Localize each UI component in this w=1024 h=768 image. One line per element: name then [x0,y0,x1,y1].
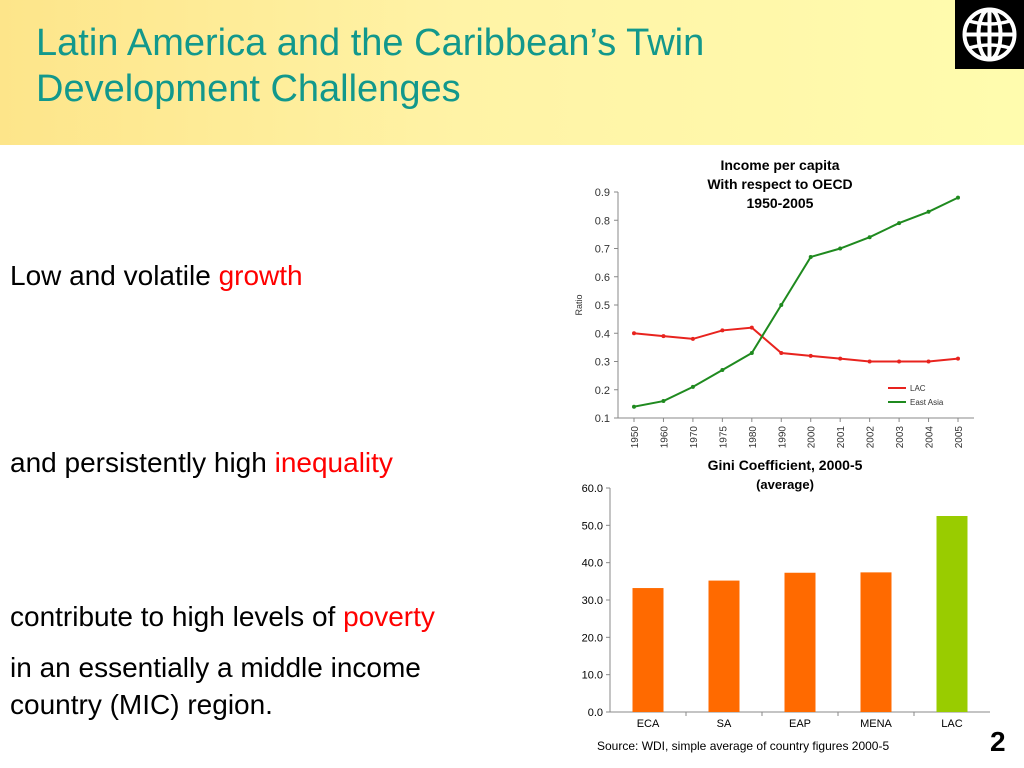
growth-highlight: growth [218,260,303,291]
bar-mena [860,572,892,712]
x-tick-label: EAP [789,718,811,730]
data-point-lac [867,359,872,364]
x-tick-label: 1980 [748,426,759,449]
body-line-mic-2: country (MIC) region. [10,689,273,720]
bar-eca [632,588,664,712]
data-point-lac [808,353,813,358]
body-line-mic-1: in an essentially a middle income [10,652,421,683]
y-tick-label: 20.0 [582,632,603,644]
y-tick-label: 0.0 [588,707,603,719]
inequality-highlight: inequality [274,447,393,478]
y-tick-label: 40.0 [582,558,603,570]
x-tick-label: 2002 [866,426,877,449]
body-line-poverty: contribute to high levels of poverty [10,600,435,634]
body-line-inequality-text: and persistently high [10,447,275,478]
x-tick-label: 2005 [954,426,965,449]
y-tick-label: 0.6 [595,272,610,284]
x-tick-label: 2004 [925,426,936,449]
income-chart-title: Income per capita With respect to OECD 1… [660,156,900,213]
x-tick-label: 1970 [689,426,700,449]
gini-bar-chart: 0.0 10.0 20.0 30.0 40.0 50.0 60.0 ECA SA EAP MENA L… [582,483,990,730]
body-line-growth: Low and volatile growth [10,259,303,293]
data-point-lac [632,331,636,336]
data-point-lac [720,328,725,333]
y-tick-label: 0.8 [595,215,610,227]
data-point-lac [749,325,754,330]
data-point-east-asia [838,246,843,251]
data-point-east-asia [956,195,960,200]
legend-label: LAC [910,384,926,393]
series-line-east-asia [633,196,959,408]
y-tick-label: 50.0 [582,520,603,532]
income-line-chart: 0.1 0.2 0.3 0.4 0.5 0.6 0.7 0.8 0.9 Ratio 1950 1960… [574,187,974,449]
page-number: 2 [990,726,1006,757]
legend-label: East Asia [910,398,944,407]
income-chart-title-line-1: Income per capita [720,157,840,173]
gini-source-note: Source: WDI, simple average of country f… [597,739,890,753]
x-tick-label: 2001 [836,426,847,449]
body-line-poverty-text: contribute to high levels of [10,601,344,632]
x-tick-label: MENA [860,718,892,730]
gini-chart-title: Gini Coefficient, 2000-5 (average) [655,456,915,494]
bar-sa [708,580,740,712]
body-line-inequality: and persistently high inequality [10,446,393,480]
data-point-east-asia [749,351,754,356]
y-tick-label: 0.1 [595,413,610,425]
data-point-east-asia [720,367,725,372]
bar-lac [936,516,968,712]
data-point-lac [956,356,960,361]
y-tick-label: 10.0 [582,670,603,682]
y-tick-label: 0.4 [595,328,610,340]
x-tick-label: 2000 [807,426,818,449]
x-tick-label: SA [717,718,732,730]
y-tick-label: 30.0 [582,595,603,607]
data-point-east-asia [867,235,872,240]
world-bank-globe-icon [955,0,1024,69]
y-tick-label: 60.0 [582,483,603,495]
x-tick-label: 1990 [777,426,788,449]
bar-eap [784,572,816,712]
data-point-east-asia [897,221,902,226]
data-point-east-asia [808,254,813,259]
data-point-lac [926,359,931,364]
y-tick-label: 0.3 [595,357,610,369]
series-line-lac [633,326,959,363]
data-point-lac [897,359,902,364]
gini-chart-title-line-2: (average) [756,477,814,492]
gini-chart-title-line-1: Gini Coefficient, 2000-5 [707,457,863,473]
y-tick-label: 0.5 [595,300,610,312]
x-tick-label: LAC [941,718,962,730]
data-point-east-asia [926,209,931,214]
x-tick-label: ECA [637,718,660,730]
data-point-lac [661,334,666,339]
data-point-lac [690,336,695,341]
slide-title-line-1: Latin America and the Caribbean’s Twin [36,22,705,64]
x-tick-label: 1975 [718,426,729,449]
data-point-east-asia [632,404,636,409]
income-chart-title-line-2: With respect to OECD [707,176,853,192]
y-tick-label: 0.2 [595,385,610,397]
income-chart-title-line-3: 1950-2005 [746,195,814,211]
y-axis-label: Ratio [574,294,584,315]
data-point-east-asia [661,399,666,404]
data-point-east-asia [690,384,695,389]
x-tick-label: 1960 [659,426,670,449]
slide-header: Latin America and the Caribbean’s Twin D… [0,0,1024,145]
slide-title-line-2: Development Challenges [36,68,461,110]
slide-title: Latin America and the Caribbean’s Twin D… [36,20,704,112]
x-tick-label: 1950 [630,426,641,449]
y-tick-label: 0.7 [595,244,610,256]
data-point-lac [779,351,784,356]
x-tick-label: 2003 [895,426,906,449]
y-tick-label: 0.9 [595,187,610,199]
body-line-growth-text: Low and volatile [10,260,219,291]
data-point-lac [838,356,843,361]
poverty-highlight: poverty [343,601,435,632]
data-point-east-asia [779,303,784,307]
